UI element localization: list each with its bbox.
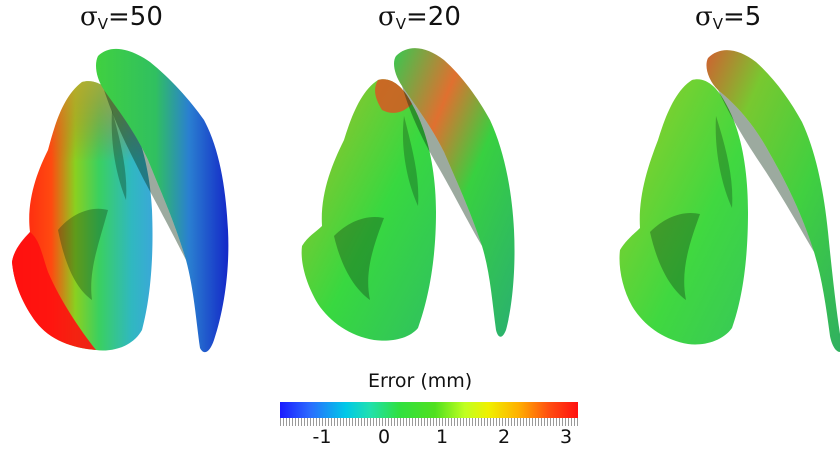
panel-title-sigma-5: σV=5 bbox=[695, 2, 762, 33]
colorbar bbox=[280, 402, 578, 418]
colorbar-ticks bbox=[280, 418, 578, 426]
rendering-sigma-5 bbox=[619, 50, 840, 352]
rendering-sigma-50 bbox=[12, 48, 229, 353]
panel-title-sigma-50: σV=50 bbox=[80, 2, 163, 33]
colorbar-tick-label: 3 bbox=[559, 426, 573, 448]
colorbar-tick-label: 0 bbox=[377, 426, 391, 448]
rendering-sigma-20 bbox=[301, 48, 515, 341]
panel-title-sigma-20: σV=20 bbox=[378, 2, 461, 33]
colorbar-title: Error (mm) bbox=[368, 370, 473, 392]
colorbar-tick-label: 2 bbox=[497, 426, 511, 448]
colorbar-tick-label: 1 bbox=[435, 426, 449, 448]
colorbar-tick-label: -1 bbox=[312, 426, 332, 448]
